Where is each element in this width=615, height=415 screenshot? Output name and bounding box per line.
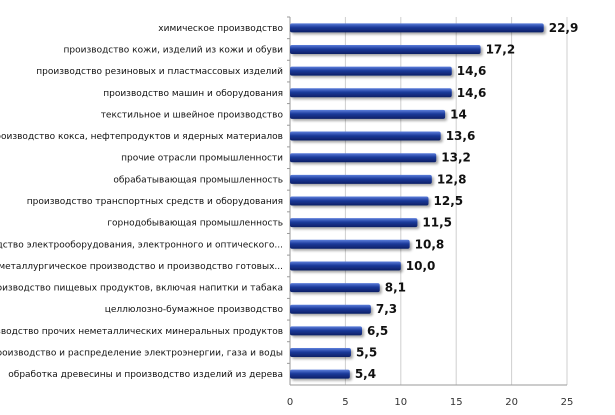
category-label: производство электрооборудования, электр… bbox=[0, 240, 283, 250]
category-label: производство пищевых продуктов, включая … bbox=[0, 284, 283, 294]
bar bbox=[290, 109, 446, 119]
data-label: 13,6 bbox=[446, 129, 476, 143]
bar bbox=[290, 348, 351, 358]
category-label: горнодобывающая промышленность bbox=[107, 219, 283, 229]
bar bbox=[290, 218, 418, 228]
category-label: производство машин и оборудования bbox=[103, 89, 283, 99]
x-tick-label: 20 bbox=[505, 397, 518, 408]
data-label: 14,6 bbox=[457, 86, 487, 100]
x-tick-label: 0 bbox=[287, 397, 293, 408]
bar bbox=[290, 153, 437, 163]
category-label: текстильное и швейное производство bbox=[101, 110, 284, 120]
data-label: 13,2 bbox=[441, 151, 471, 165]
category-label: производство резиновых и пластмассовых и… bbox=[36, 67, 283, 77]
bar bbox=[290, 66, 452, 76]
data-label: 10,0 bbox=[406, 259, 436, 273]
data-label: 7,3 bbox=[376, 302, 397, 316]
data-label: 11,5 bbox=[422, 216, 452, 230]
data-label: 10,8 bbox=[415, 237, 445, 251]
bar bbox=[290, 326, 363, 336]
bar bbox=[290, 44, 481, 54]
x-tick-label: 15 bbox=[450, 397, 463, 408]
category-label: производство и распределение электроэнер… bbox=[0, 349, 283, 359]
bar bbox=[290, 239, 410, 249]
bar bbox=[290, 304, 371, 314]
category-label: производство кожи, изделий из кожи и обу… bbox=[64, 45, 284, 55]
data-label: 22,9 bbox=[549, 21, 579, 35]
category-label: целлюлозно-бумажное производство bbox=[105, 305, 284, 315]
bar bbox=[290, 23, 544, 33]
x-tick-label: 5 bbox=[342, 397, 348, 408]
category-label: производство прочих неметаллических мине… bbox=[0, 327, 283, 337]
bar bbox=[290, 261, 401, 271]
category-label: прочие отрасли промышленности bbox=[121, 154, 283, 164]
category-label: обрабатывающая промышленность bbox=[113, 175, 283, 185]
data-label: 5,4 bbox=[355, 367, 376, 381]
data-label: 12,8 bbox=[437, 172, 467, 186]
bar bbox=[290, 174, 432, 184]
data-label: 12,5 bbox=[434, 194, 464, 208]
data-label: 8,1 bbox=[385, 281, 406, 295]
bar bbox=[290, 88, 452, 98]
category-label: металлургическое производство и производ… bbox=[0, 262, 283, 272]
x-tick-label: 25 bbox=[561, 397, 574, 408]
data-label: 14 bbox=[450, 107, 467, 121]
data-label: 17,2 bbox=[486, 42, 516, 56]
data-label: 14,6 bbox=[457, 64, 487, 78]
bar bbox=[290, 283, 380, 293]
bar bbox=[290, 131, 441, 141]
x-tick-label: 10 bbox=[394, 397, 407, 408]
category-label: производство транспортных средств и обор… bbox=[27, 197, 283, 207]
bar bbox=[290, 369, 350, 379]
category-label: производство кокса, нефтепродуктов и яде… bbox=[0, 132, 283, 142]
category-label: обработка древесины и производство издел… bbox=[8, 370, 283, 380]
data-label: 6,5 bbox=[367, 324, 388, 338]
bar bbox=[290, 196, 429, 206]
category-label: химическое производство bbox=[158, 24, 283, 34]
data-label: 5,5 bbox=[356, 346, 377, 360]
